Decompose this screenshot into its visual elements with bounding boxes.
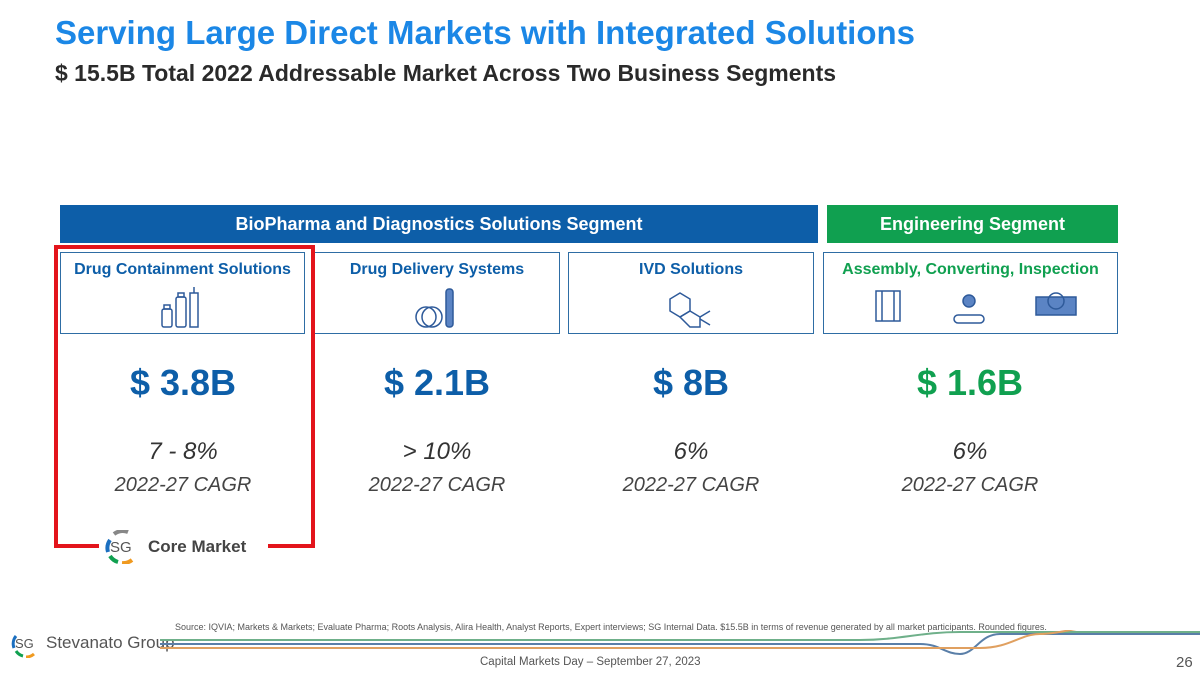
vials-syringe-icon bbox=[160, 287, 199, 328]
market-box-ivd: IVD Solutions bbox=[568, 252, 814, 334]
company-logo: SG Stevanato Group bbox=[10, 628, 175, 658]
cagr-label: 2022-27 CAGR bbox=[901, 474, 1039, 496]
page-number: 26 bbox=[1176, 654, 1193, 671]
sg-logo-icon: SG bbox=[11, 635, 35, 658]
machinery-icon bbox=[874, 290, 1077, 324]
market-box-engineering: Assembly, Converting, Inspection bbox=[823, 252, 1118, 334]
core-market-highlight bbox=[54, 245, 315, 548]
core-market-label: SG Core Market bbox=[104, 530, 246, 564]
cagr-label: 2022-27 CAGR bbox=[368, 474, 506, 496]
market-size-value: $ 2.1B bbox=[383, 362, 491, 403]
market-size-value: $ 3.8B bbox=[129, 362, 237, 403]
page-title: Serving Large Direct Markets with Integr… bbox=[55, 14, 916, 51]
market-name: Assembly, Converting, Inspection bbox=[842, 261, 1099, 278]
company-name: Stevanato Group bbox=[46, 633, 175, 652]
source-note: Source: IQVIA; Markets & Markets; Evalua… bbox=[175, 622, 1047, 632]
growth-rate: 6% bbox=[952, 438, 988, 465]
market-name: IVD Solutions bbox=[639, 261, 743, 278]
core-market-text: Core Market bbox=[148, 537, 247, 556]
page-subtitle: $ 15.5B Total 2022 Addressable Market Ac… bbox=[55, 60, 837, 86]
svg-text:SG: SG bbox=[15, 636, 34, 651]
highlight-line bbox=[268, 544, 311, 548]
growth-rate: 6% bbox=[673, 438, 709, 465]
market-box-drug-containment: Drug Containment Solutions bbox=[60, 252, 305, 334]
market-size-value: $ 8B bbox=[652, 362, 730, 403]
cagr-label: 2022-27 CAGR bbox=[114, 474, 252, 496]
market-name: Drug Delivery Systems bbox=[349, 261, 525, 278]
sg-logo-icon: SG bbox=[105, 530, 134, 564]
market-size-value: $ 1.6B bbox=[916, 362, 1024, 403]
cagr-label: 2022-27 CAGR bbox=[622, 474, 760, 496]
svg-text:SG: SG bbox=[110, 539, 132, 556]
growth-rate: > 10% bbox=[402, 438, 472, 465]
segment-header-engineering: Engineering Segment bbox=[827, 205, 1118, 243]
market-box-drug-delivery: Drug Delivery Systems bbox=[314, 252, 560, 334]
event-footer: Capital Markets Day – September 27, 2023 bbox=[480, 656, 701, 668]
market-name: Drug Containment Solutions bbox=[74, 261, 291, 278]
footer-ribbon bbox=[160, 630, 1200, 656]
pen-injector-icon bbox=[415, 288, 454, 328]
molecule-icon bbox=[669, 292, 711, 328]
growth-rate: 7 - 8% bbox=[148, 438, 218, 465]
segment-header-biopharma: BioPharma and Diagnostics Solutions Segm… bbox=[60, 205, 818, 243]
highlight-line bbox=[54, 544, 99, 548]
